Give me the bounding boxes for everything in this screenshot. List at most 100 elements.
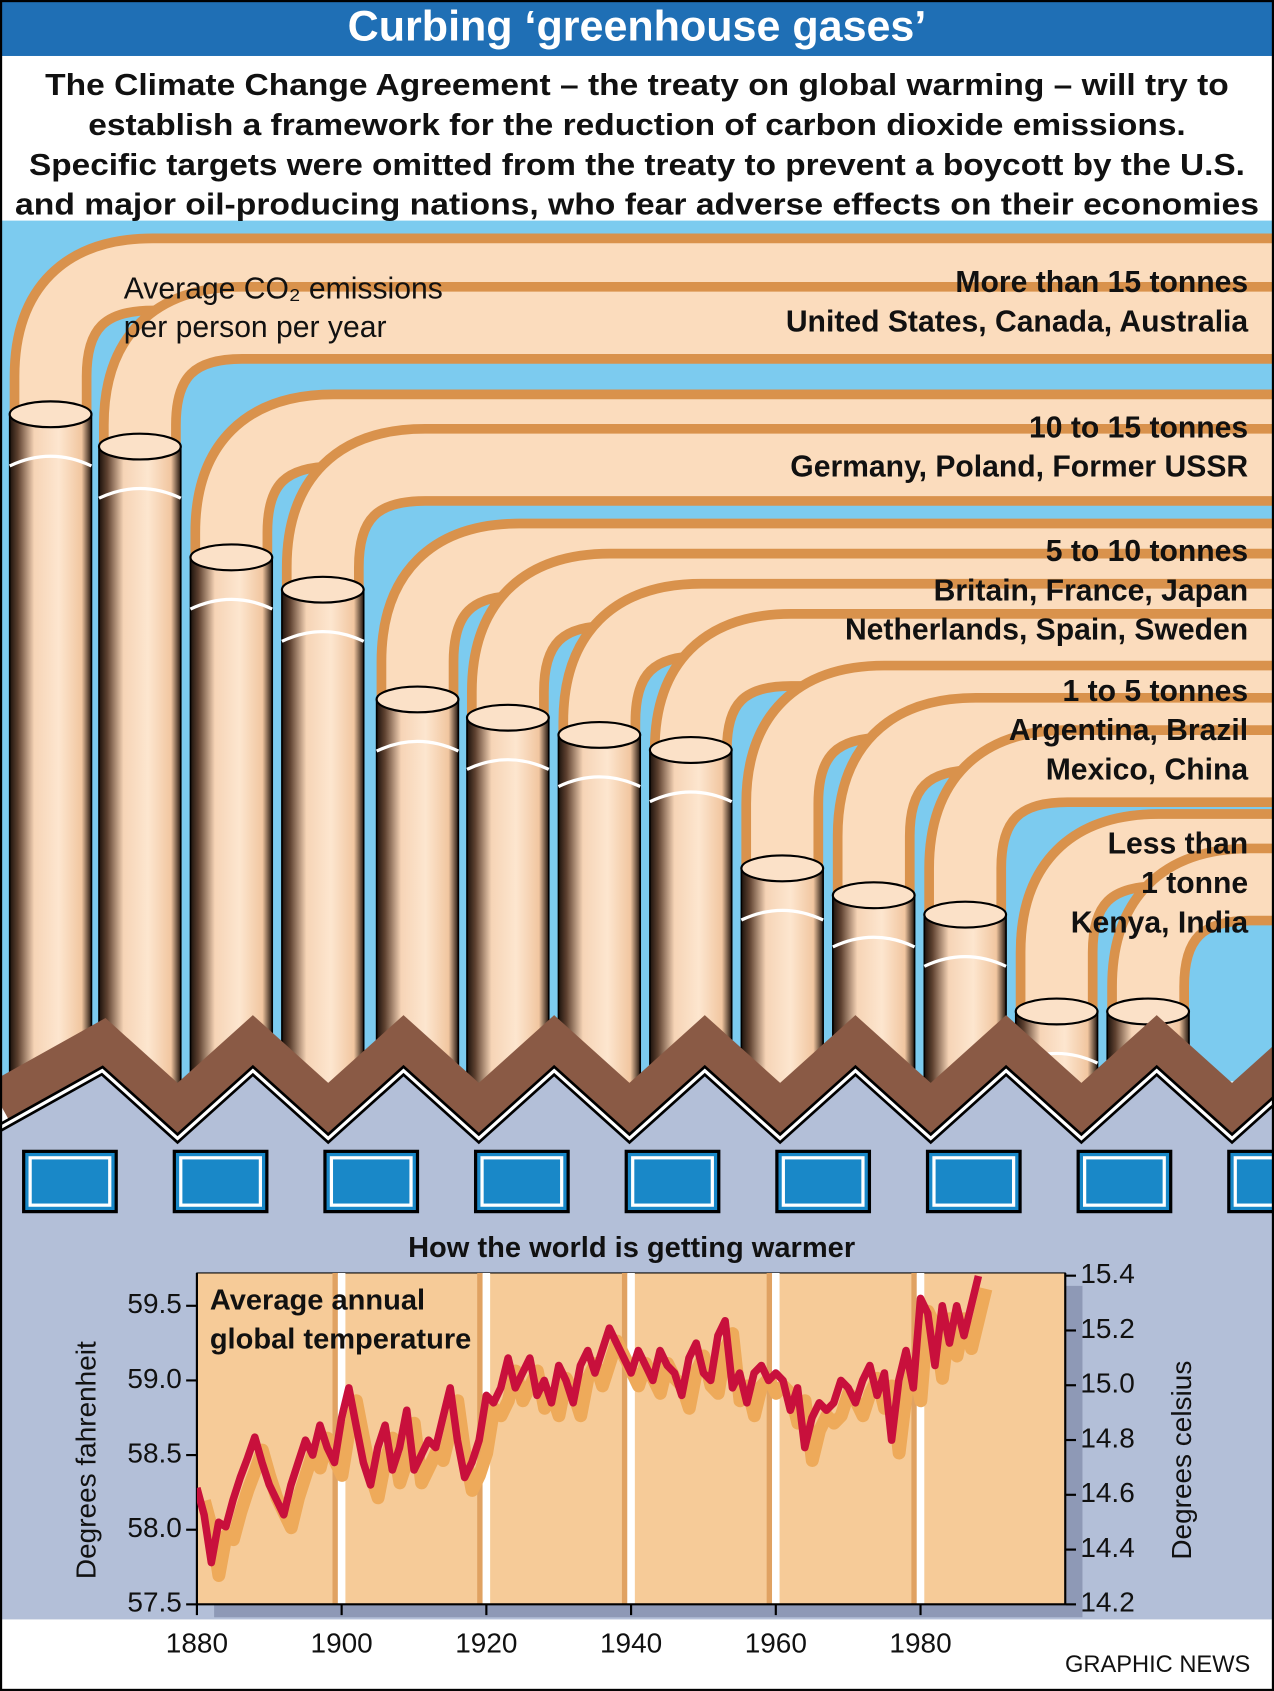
emissions-label: per person per year (124, 311, 387, 344)
band-label: Britain, France, Japan (934, 574, 1249, 607)
header-bar (0, 0, 1274, 56)
x-tick-label: 1980 (889, 1628, 951, 1659)
y2-tick-label: 15.2 (1080, 1313, 1134, 1344)
series-layer (196, 1275, 993, 1582)
window-frame (1233, 1156, 1274, 1207)
window-frame (932, 1156, 1016, 1207)
pipe (933, 734, 1274, 921)
chimney (98, 445, 182, 1088)
chimney-ring (923, 954, 1007, 968)
band-label: 1 tonne (1141, 867, 1248, 900)
y-tick-label: 59.5 (127, 1288, 181, 1319)
chimney-top (280, 575, 365, 604)
pipe (842, 702, 1274, 901)
chimney-top (831, 881, 916, 910)
band-label: Less than (1108, 828, 1249, 861)
footer (0, 1619, 1274, 1691)
x-tick-label: 1920 (455, 1628, 517, 1659)
pipe (386, 528, 1274, 705)
chimney-top (1106, 997, 1191, 1026)
band-label: Kenya, India (1071, 906, 1249, 939)
window-frame (480, 1156, 564, 1207)
chimney (281, 588, 365, 1088)
annotation: Average annual (210, 1285, 425, 1317)
pipe (291, 433, 1274, 596)
band-label: Argentina, Brazil (1009, 714, 1248, 747)
window (775, 1149, 872, 1214)
window (22, 1149, 118, 1214)
chimney-top (557, 720, 642, 749)
window-frame (329, 1156, 413, 1207)
window-frame (781, 1156, 865, 1207)
chimney (557, 734, 642, 1088)
window-frame (179, 1156, 263, 1207)
y2-axis-title: Degrees celsius (1166, 1361, 1197, 1560)
chimney-top (189, 543, 274, 572)
band-label: 1 to 5 tonnes (1062, 675, 1248, 708)
pipe (751, 670, 1274, 874)
pipe (19, 243, 1274, 420)
y2-tick-label: 14.4 (1080, 1532, 1134, 1563)
y-tick-label: 58.5 (127, 1437, 181, 1468)
chimney-top (648, 736, 733, 764)
chimney-ring (189, 597, 273, 611)
chimney-top (1014, 997, 1099, 1026)
band-label: Netherlands, Spain, Sweden (845, 614, 1248, 647)
window (624, 1149, 721, 1214)
chimney-ring (8, 454, 93, 468)
y-tick-label: 59.0 (127, 1363, 181, 1394)
chart-title: How the world is getting warmer (408, 1232, 855, 1264)
chimney (189, 556, 274, 1088)
chimney-ring (832, 935, 916, 949)
band-label: United States, Canada, Australia (786, 305, 1249, 338)
band-label: Mexico, China (1046, 753, 1249, 786)
x-tick-label: 1880 (166, 1628, 228, 1659)
intro-line: The Climate Change Agreement – the treat… (45, 69, 1229, 102)
chimney-ring (281, 630, 365, 643)
y2-tick-label: 15.4 (1080, 1258, 1134, 1289)
intro-line: and major oil-producing nations, who fea… (15, 189, 1259, 222)
intro-line: establish a framework for the reduction … (88, 109, 1186, 142)
window-frame (631, 1156, 714, 1207)
chimney-ring (375, 739, 460, 753)
y2-tick-label: 14.6 (1080, 1477, 1134, 1508)
window-frame (28, 1156, 112, 1207)
chimney-top (465, 703, 550, 732)
chimney-ring (649, 790, 733, 804)
chimney-top (8, 400, 93, 429)
chimney-ring (557, 775, 641, 789)
y-tick-label: 58.0 (127, 1512, 181, 1543)
chimney (740, 867, 824, 1088)
band-label: 10 to 15 tonnes (1029, 411, 1248, 444)
chimney-top (923, 900, 1008, 929)
x-tick-label: 1960 (745, 1628, 807, 1659)
window (473, 1149, 570, 1214)
band-label: More than 15 tonnes (955, 266, 1248, 299)
band-label: Germany, Poland, Former USSR (790, 451, 1248, 484)
x-tick-label: 1940 (600, 1628, 662, 1659)
pipe (568, 588, 1274, 741)
line (196, 1275, 983, 1567)
pipe (200, 399, 1274, 563)
pipe (1025, 818, 1274, 1017)
title: Curbing ‘greenhouse gases’ (348, 2, 927, 50)
roof-tiles (0, 1015, 1274, 1147)
x-tick-label: 1900 (311, 1628, 373, 1659)
intro-line: Specific targets were omitted from the t… (29, 149, 1245, 182)
chimney-ring (98, 486, 182, 500)
window (172, 1149, 269, 1214)
chimney (466, 716, 550, 1088)
pipe (108, 291, 1274, 452)
chimney (375, 698, 460, 1088)
chimney-top (740, 854, 825, 883)
y2-tick-label: 14.8 (1080, 1422, 1134, 1453)
y-tick-label: 57.5 (127, 1587, 181, 1618)
source: GRAPHIC NEWS (1065, 1652, 1250, 1678)
bands: More than 15 tonnes United States, Canada… (786, 266, 1249, 939)
y2-tick-label: 14.2 (1080, 1587, 1134, 1618)
pipe (476, 558, 1274, 724)
chimney (8, 413, 93, 1088)
window (323, 1149, 420, 1214)
